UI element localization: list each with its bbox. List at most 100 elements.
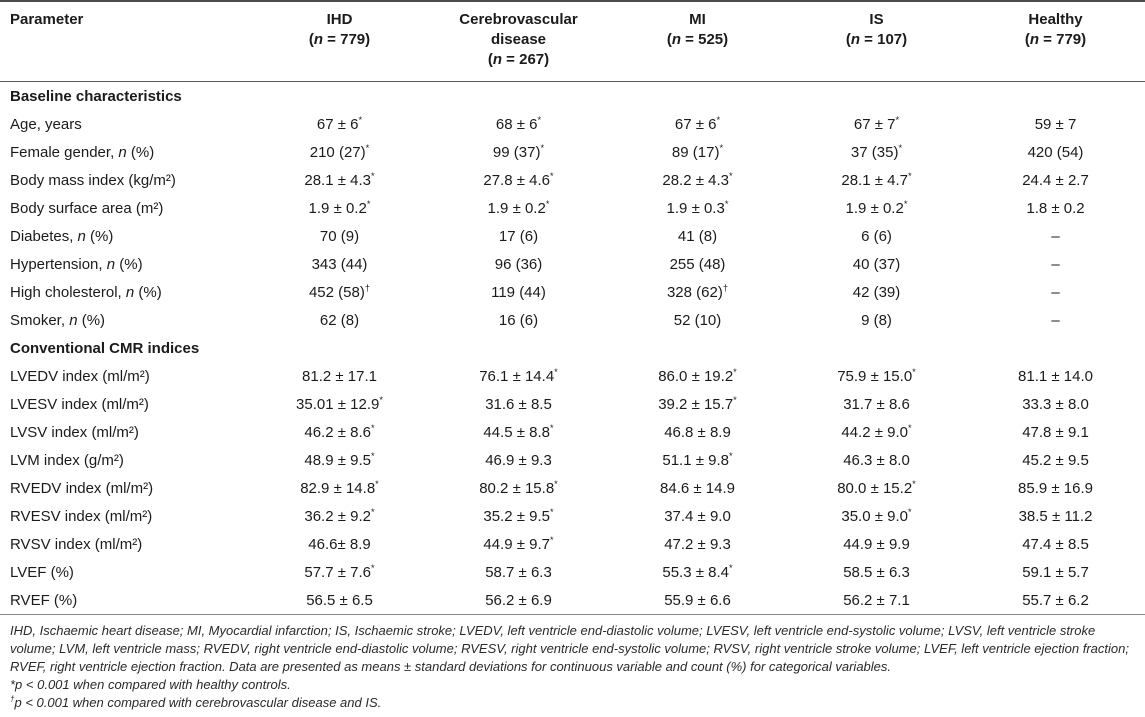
cell-value: 35.2 ± 9.5*: [483, 506, 554, 525]
section-row: Baseline characteristics: [0, 82, 1145, 111]
footnote-star: *p < 0.001 when compared with healthy co…: [10, 677, 291, 692]
table-row: Hypertension, n (%) 343 (44) 96 (36) 255 (4…: [0, 250, 1145, 278]
cell-value: 82.9 ± 14.8*: [300, 478, 379, 497]
cell-value: 86.0 ± 19.2*: [658, 366, 737, 385]
cell-value: 33.3 ± 8.0: [1022, 395, 1089, 413]
table-footnotes: IHD, Ischaemic heart disease; MI, Myocar…: [0, 615, 1145, 712]
cell-value: 84.6 ± 14.9: [660, 479, 735, 497]
cell-value: 119 (44): [491, 283, 546, 301]
cell-value: 40 (37): [852, 255, 901, 273]
cell-value: 255 (48): [669, 255, 726, 273]
cell-value: 1.9 ± 0.2*: [487, 198, 550, 217]
cell-value: 75.9 ± 15.0*: [837, 366, 916, 385]
cell-value: 31.6 ± 8.5: [485, 395, 552, 413]
cell-value: 1.9 ± 0.2*: [845, 198, 908, 217]
cell-value: 35.01 ± 12.9*: [296, 394, 383, 413]
cell-value: 58.5 ± 6.3: [843, 563, 910, 581]
cell-value: 44.5 ± 8.8*: [483, 422, 554, 441]
comparison-table: Parameter IHD (n = 779) Cerebrovascular dis…: [0, 0, 1145, 615]
cell-value: 68 ± 6*: [495, 114, 542, 133]
row-label: High cholesterol, n (%): [10, 283, 162, 301]
cell-value: 343 (44): [311, 255, 368, 273]
cell-value: 6 (6): [861, 227, 892, 245]
cell-value: 76.1 ± 14.4*: [479, 366, 558, 385]
cell-value: 51.1 ± 9.8*: [662, 450, 733, 469]
cell-value: 58.7 ± 6.3: [485, 563, 552, 581]
row-label: Body surface area (m²): [10, 199, 164, 217]
column-header-ihd: IHD (n = 779): [308, 11, 371, 48]
cell-value: 47.4 ± 8.5: [1022, 535, 1089, 553]
cell-value: 1.9 ± 0.3*: [666, 198, 729, 217]
row-label: RVESV index (ml/m²): [10, 507, 153, 525]
table-row: RVSV index (ml/m²) 46.6± 8.9 44.9 ± 9.7* 47…: [0, 530, 1145, 558]
row-label: LVESV index (ml/m²): [10, 395, 149, 413]
cell-value: 55.9 ± 6.6: [664, 591, 731, 609]
cell-value: 96 (36): [494, 255, 543, 273]
cell-value: 56.5 ± 6.5: [306, 591, 373, 609]
cell-value: 99 (37)*: [492, 142, 545, 161]
table-row: Female gender, n (%) 210 (27)* 99 (37)* 89 …: [0, 138, 1145, 166]
table-row: High cholesterol, n (%) 452 (58)† 119 (44)…: [0, 278, 1145, 306]
row-label: Hypertension, n (%): [10, 255, 143, 273]
cell-value: 28.1 ± 4.7*: [841, 170, 912, 189]
table-row: RVEF (%) 56.5 ± 6.5 56.2 ± 6.9 55.9 ± 6.6 56…: [0, 586, 1145, 615]
row-label: LVM index (g/m²): [10, 451, 124, 469]
row-label: LVEDV index (ml/m²): [10, 367, 150, 385]
table-row: LVEF (%) 57.7 ± 7.6* 58.7 ± 6.3 55.3 ± 8.4*…: [0, 558, 1145, 586]
cell-value: 45.2 ± 9.5: [1022, 451, 1089, 469]
cell-value: 81.2 ± 17.1: [302, 367, 377, 385]
cell-value: –: [1051, 255, 1060, 273]
cell-value: 59.1 ± 5.7: [1022, 563, 1089, 581]
cell-value: 44.9 ± 9.7*: [483, 534, 554, 553]
cell-value: 17 (6): [498, 227, 539, 245]
table-row: Body surface area (m²) 1.9 ± 0.2* 1.9 ± 0.…: [0, 194, 1145, 222]
row-label: RVEF (%): [10, 591, 78, 609]
table-row: Body mass index (kg/m²) 28.1 ± 4.3* 27.8 ±…: [0, 166, 1145, 194]
cell-value: 56.2 ± 6.9: [485, 591, 552, 609]
row-label: RVSV index (ml/m²): [10, 535, 143, 553]
cell-value: 44.2 ± 9.0*: [841, 422, 912, 441]
cell-value: 37.4 ± 9.0: [664, 507, 731, 525]
cell-value: 81.1 ± 14.0: [1018, 367, 1093, 385]
cell-value: 36.2 ± 9.2*: [304, 506, 375, 525]
table-row: RVEDV index (ml/m²) 82.9 ± 14.8* 80.2 ± 15…: [0, 474, 1145, 502]
row-label: Diabetes, n (%): [10, 227, 114, 245]
cell-value: 41 (8): [677, 227, 718, 245]
cell-value: 67 ± 7*: [853, 114, 900, 133]
cell-value: 56.2 ± 7.1: [843, 591, 910, 609]
cell-value: 38.5 ± 11.2: [1018, 507, 1093, 525]
cell-value: 46.3 ± 8.0: [843, 451, 910, 469]
table-row: RVESV index (ml/m²) 36.2 ± 9.2* 35.2 ± 9.5…: [0, 502, 1145, 530]
row-label: LVSV index (ml/m²): [10, 423, 139, 441]
section-row: Conventional CMR indices: [0, 334, 1145, 362]
cell-value: 46.6± 8.9: [308, 535, 371, 553]
table-row: LVESV index (ml/m²) 35.01 ± 12.9* 31.6 ± 8…: [0, 390, 1145, 418]
cell-value: –: [1051, 311, 1060, 329]
cell-value: 55.7 ± 6.2: [1022, 591, 1089, 609]
cell-value: 59 ± 7: [1034, 115, 1077, 133]
cell-value: 27.8 ± 4.6*: [483, 170, 554, 189]
row-label: Smoker, n (%): [10, 311, 106, 329]
row-label: Body mass index (kg/m²): [10, 171, 176, 189]
column-header-cerebrovascular-disease: Cerebrovascular disease (n = 267): [459, 11, 578, 68]
row-label: Age, years: [10, 115, 82, 133]
cell-value: 1.9 ± 0.2*: [308, 198, 371, 217]
cell-value: 80.0 ± 15.2*: [837, 478, 916, 497]
cell-value: 57.7 ± 7.6*: [304, 562, 375, 581]
row-label: RVEDV index (ml/m²): [10, 479, 154, 497]
cell-value: 46.8 ± 8.9: [664, 423, 731, 441]
cell-value: 85.9 ± 16.9: [1018, 479, 1093, 497]
cell-value: 16 (6): [498, 311, 539, 329]
cell-value: 328 (62)†: [666, 282, 729, 301]
cell-value: 420 (54): [1027, 143, 1084, 161]
cell-value: 44.9 ± 9.9: [843, 535, 910, 553]
cell-value: 70 (9): [319, 227, 360, 245]
cell-value: 37 (35)*: [850, 142, 903, 161]
column-header-mi: MI (n = 525): [666, 11, 729, 48]
cell-value: 62 (8): [319, 311, 360, 329]
table-row: Diabetes, n (%) 70 (9) 17 (6) 41 (8) 6 (6) –: [0, 222, 1145, 250]
cell-value: 210 (27)*: [309, 142, 370, 161]
section-title: Conventional CMR indices: [10, 339, 200, 357]
cell-value: 1.8 ± 0.2: [1026, 199, 1085, 217]
